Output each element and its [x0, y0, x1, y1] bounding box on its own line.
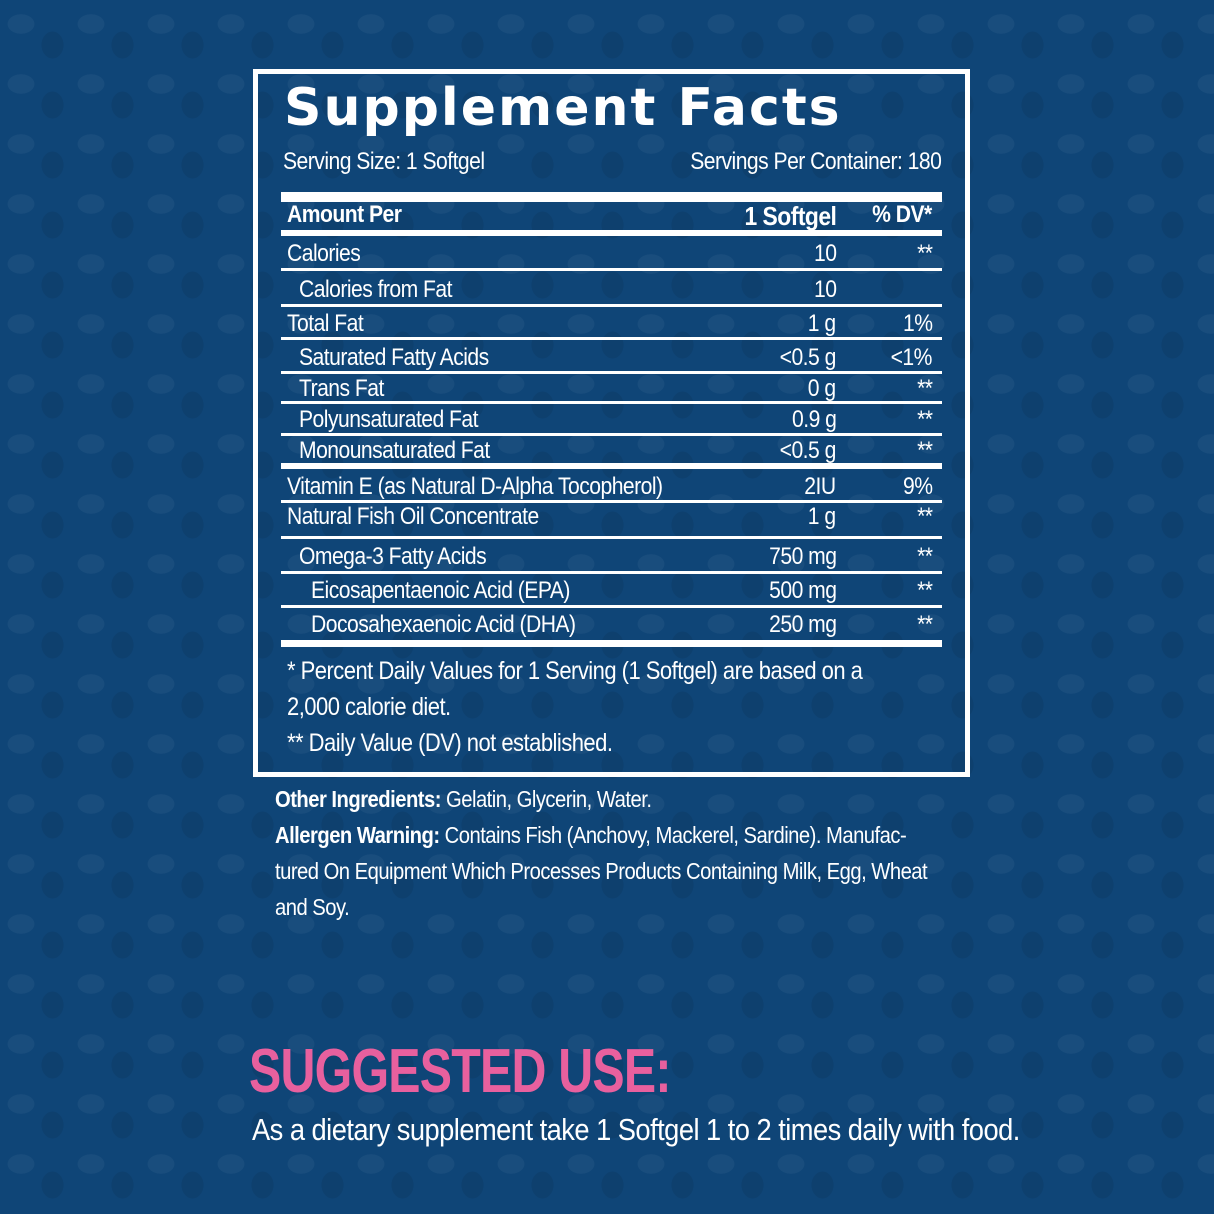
row-amount: 1 g	[808, 310, 836, 337]
row-name: Saturated Fatty Acids	[299, 344, 489, 371]
row-divider	[281, 571, 942, 574]
panel-title: Supplement Facts	[284, 78, 842, 138]
row-dv: **	[916, 543, 933, 570]
suggested-use-heading: SUGGESTED USE:	[249, 1037, 671, 1106]
allergen-line-3: and Soy.	[275, 894, 350, 920]
row-name: Natural Fish Oil Concentrate	[287, 503, 539, 530]
row-dv: **	[916, 240, 933, 267]
row-name: Omega-3 Fatty Acids	[299, 543, 487, 570]
row-name: Monounsaturated Fat	[299, 437, 490, 464]
row-divider	[281, 268, 942, 271]
allergen-line-2: tured On Equipment Which Processes Produ…	[275, 858, 928, 884]
row-amount: 0 g	[808, 375, 836, 402]
row-amount: 10	[813, 240, 837, 267]
row-divider	[281, 536, 942, 539]
allergen-label: Allergen Warning:	[275, 822, 440, 848]
row-divider	[281, 605, 942, 608]
row-amount: 1 g	[808, 503, 836, 530]
row-divider	[281, 463, 942, 469]
row-name: Trans Fat	[299, 375, 384, 402]
row-divider	[281, 337, 942, 340]
row-amount: 2IU	[804, 473, 837, 500]
serving-size: Serving Size: 1 Softgel	[283, 148, 485, 175]
row-dv: **	[916, 375, 933, 402]
supplement-facts-panel	[253, 69, 970, 777]
other-ingredients-text: Gelatin, Glycerin, Water.	[440, 786, 652, 812]
header-per: 1 Softgel	[744, 201, 836, 231]
row-dv: **	[916, 503, 933, 530]
row-divider	[281, 401, 942, 404]
row-divider	[281, 500, 942, 503]
footnote-1: * Percent Daily Values for 1 Serving (1 …	[287, 657, 863, 685]
row-name: Total Fat	[287, 310, 364, 337]
row-amount: 500 mg	[768, 577, 837, 604]
row-dv: <1%	[890, 344, 933, 371]
row-amount: <0.5 g	[779, 344, 837, 371]
row-amount: <0.5 g	[779, 437, 837, 464]
row-dv: 9%	[902, 473, 933, 500]
row-amount: 10	[813, 276, 837, 303]
row-dv: **	[916, 406, 933, 433]
row-name: Docosahexaenoic Acid (DHA)	[311, 611, 576, 638]
suggested-use-text: As a dietary supplement take 1 Softgel 1…	[252, 1112, 1020, 1147]
divider	[281, 230, 942, 236]
footnote-3: ** Daily Value (DV) not established.	[287, 729, 613, 757]
footnote-2: 2,000 calorie diet.	[287, 693, 451, 721]
row-dv: **	[916, 611, 933, 638]
divider-thick	[281, 192, 942, 202]
row-name: Vitamin E (as Natural D-Alpha Tocopherol…	[287, 473, 663, 500]
row-name: Eicosapentaenoic Acid (EPA)	[311, 577, 570, 604]
row-divider	[281, 371, 942, 374]
row-name: Polyunsaturated Fat	[299, 406, 479, 433]
row-divider	[281, 433, 942, 436]
header-dv: % DV*	[872, 201, 932, 228]
header-amount: Amount Per	[287, 201, 402, 228]
other-ingredients-label: Other Ingredients:	[275, 786, 441, 812]
servings-per-container: Servings Per Container: 180	[689, 148, 942, 175]
row-dv: **	[916, 577, 933, 604]
row-divider	[281, 640, 942, 647]
row-dv: 1%	[902, 310, 933, 337]
row-name: Calories	[287, 240, 361, 267]
row-divider	[281, 304, 942, 307]
allergen-line-1: Contains Fish (Anchovy, Mackerel, Sardin…	[439, 822, 907, 848]
row-dv: **	[916, 437, 933, 464]
row-amount: 0.9 g	[791, 406, 837, 433]
row-amount: 250 mg	[768, 611, 837, 638]
allergen-warning: Allergen Warning: Contains Fish (Anchovy…	[275, 822, 907, 849]
row-name: Calories from Fat	[299, 276, 453, 303]
other-ingredients: Other Ingredients: Gelatin, Glycerin, Wa…	[275, 786, 652, 813]
row-amount: 750 mg	[768, 543, 837, 570]
